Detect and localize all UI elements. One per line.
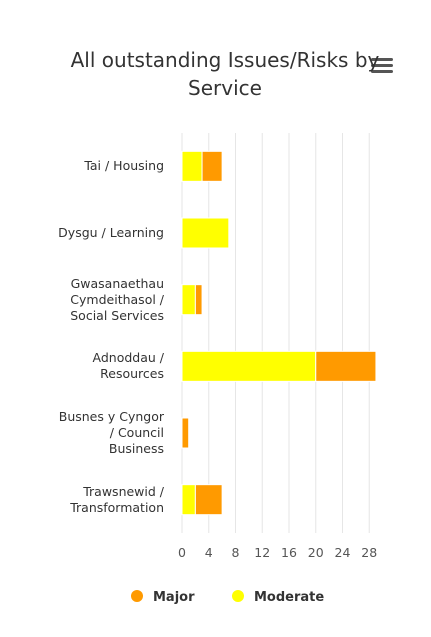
legend-marker [131, 590, 143, 602]
bar-segment [201, 150, 223, 182]
bar-segment [181, 417, 190, 449]
x-tick-label: 8 [232, 545, 240, 560]
x-tick-label: 16 [281, 545, 297, 560]
menu-bar [371, 70, 393, 73]
menu-bar [371, 64, 393, 67]
bar-segment [315, 350, 377, 382]
bar-segment [181, 484, 196, 516]
category-label: Gwasanaethau Cymdeithasol / Social Servi… [70, 275, 164, 323]
bar-segment [181, 350, 317, 382]
category-label: Tai / Housing [84, 158, 164, 174]
legend-label: Major [153, 590, 195, 605]
chart-title: All outstanding Issues/Risks by Service [70, 48, 380, 100]
category-label: Adnoddau / Resources [92, 350, 164, 382]
menu-button[interactable] [371, 58, 393, 73]
legend-label: Moderate [254, 590, 324, 605]
legend-marker [232, 590, 244, 602]
bar-segment [194, 484, 223, 516]
x-tick-label: 20 [308, 545, 324, 560]
bar-segment [194, 284, 203, 316]
x-tick-label: 28 [361, 545, 377, 560]
bar-segment [181, 284, 196, 316]
category-label: Dysgu / Learning [58, 225, 164, 240]
category-label: Trawsnewid / Transformation [70, 483, 164, 515]
x-tick-label: 4 [205, 545, 213, 560]
x-tick-label: 0 [178, 545, 186, 560]
category-label: Busnes y Cyngor / Council Business [58, 409, 164, 456]
bar-segment [181, 150, 203, 182]
bar-segment [181, 217, 230, 249]
x-tick-label: 24 [335, 545, 351, 560]
x-tick-label: 12 [254, 545, 270, 560]
menu-bar [371, 58, 393, 61]
